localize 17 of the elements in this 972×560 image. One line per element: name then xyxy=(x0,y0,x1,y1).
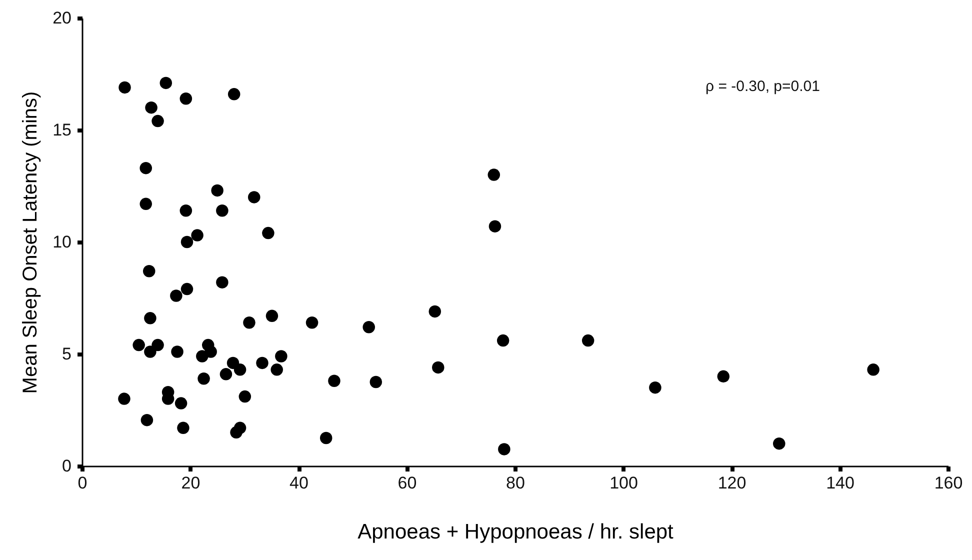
y-tick-label: 5 xyxy=(62,344,72,364)
x-tick-label: 80 xyxy=(506,474,525,492)
y-tick-label: 20 xyxy=(52,8,72,28)
x-tick-label: 0 xyxy=(78,474,88,492)
x-tick-label: 140 xyxy=(826,474,854,492)
x-axis-title: Apnoeas + Hypopnoeas / hr. slept xyxy=(358,520,674,544)
x-tick-label: 120 xyxy=(718,474,746,492)
y-tick-label: 10 xyxy=(52,232,72,252)
annotation: ρ = -0.30, p=0.01 xyxy=(706,78,820,95)
x-tick-label: 60 xyxy=(398,474,417,492)
y-axis-title: Mean Sleep Onset Latency (mins) xyxy=(20,91,42,394)
x-tick-label: 20 xyxy=(181,474,200,492)
y-tick-label: 0 xyxy=(62,456,72,476)
y-tick-label: 15 xyxy=(52,120,72,140)
x-tick-label: 160 xyxy=(934,474,963,492)
x-tick-label: 40 xyxy=(290,474,308,492)
x-tick-label: 100 xyxy=(610,474,638,492)
